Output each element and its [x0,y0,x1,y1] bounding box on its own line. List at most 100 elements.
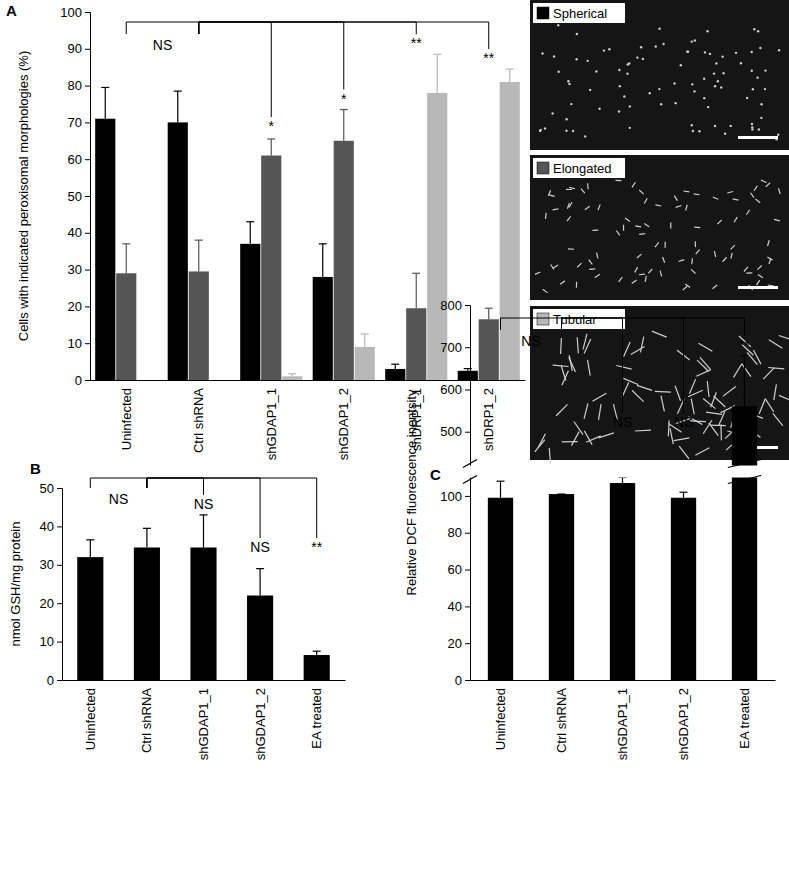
bar [282,376,302,380]
speck [571,432,579,446]
y-tick-label: 40 [40,519,54,534]
y-tick-mark [465,496,470,497]
speck [670,223,671,229]
y-tick-mark [85,49,90,50]
speck [624,342,631,357]
y-tick: 20 [448,636,470,651]
y-tick-label: 700 [440,340,462,355]
error-bar [741,356,749,407]
speck [545,213,547,219]
speck [566,189,572,190]
legend-swatch [537,7,549,19]
error-bar [497,481,505,498]
speck [733,364,741,378]
legend-backdrop [533,158,625,178]
speck [758,128,760,130]
speck [568,83,570,85]
y-axis-title: Cells with indicated peroxisomal morphol… [16,51,31,341]
speck [756,280,759,285]
speck [686,205,688,211]
y-tick-label: 80 [448,525,462,540]
y-axis-title: nmol GSH/mg protein [8,522,23,647]
speck [779,335,789,340]
error-bar-cap [174,91,182,92]
x-tick-label: shDRP1_2 [481,388,496,451]
speck [644,198,647,203]
y-axis-line [57,489,63,681]
speck [639,190,643,194]
legend-label: Elongated [553,161,612,176]
y-tick: 60 [448,562,470,577]
speck [674,438,690,441]
x-axis: UninfectedCtrl shRNAshGDAP1_1shGDAP1_2EA… [471,681,776,761]
speck [735,52,737,54]
speck [766,183,770,187]
speck [629,127,631,129]
speck [720,86,722,88]
error-bar-stem [744,356,745,407]
speck [567,80,569,82]
bracket-drop [198,22,199,34]
speck [584,431,592,445]
significance-label: NS [194,496,213,512]
speck [576,33,578,35]
error-bar [288,374,296,377]
speck [760,103,762,105]
speck [662,43,664,45]
figure: 0102030405060708090100UninfectedCtrl shR… [0,0,789,895]
error-bar-stem [126,244,127,273]
y-tick: 40 [448,599,470,614]
speck [549,448,550,464]
speck [535,440,545,452]
y-axis-title: Relative DCF fluorescence inentsity [404,389,419,595]
speck [752,88,754,90]
speck [676,205,682,207]
speck [623,225,624,231]
legend-label: Spherical [553,6,607,21]
bar [334,141,354,380]
speck [639,233,645,235]
speck [717,220,721,224]
speck [632,390,643,401]
bracket-drop [488,22,489,49]
speck [707,381,709,397]
error-bar [313,651,321,655]
speck [632,182,635,187]
x-tick-label: shGDAP1_1 [615,688,630,760]
error-bar-stem [395,364,396,369]
bracket-drop [198,22,199,34]
y-tick: 30 [68,262,90,277]
speck [717,80,719,82]
x-axis-line [471,680,776,681]
speck [718,411,724,426]
y-tick-label: 100 [440,489,462,504]
y-tick: 60 [68,152,90,167]
speck [544,127,546,129]
bracket-line [199,22,489,23]
error-bar-cap [680,492,688,493]
bracket-drop [203,478,204,495]
speck [631,346,645,354]
micrograph [530,155,789,300]
speck [618,69,620,71]
speck [668,420,670,436]
speck [712,285,717,289]
speck [691,83,693,85]
speck [698,130,700,132]
bracket-drop [416,22,417,34]
speck [561,365,566,380]
speck [565,129,567,131]
panel-label: B [30,460,41,477]
speck [706,30,708,32]
speck [569,357,576,372]
bar [610,483,635,680]
speck [640,46,642,48]
y-tick: 10 [68,336,90,351]
speck [636,56,638,58]
speck [635,267,638,272]
speck [570,103,572,105]
speck [619,277,623,282]
speck [746,210,749,215]
speck [695,241,697,247]
y-tick-mark [85,343,90,344]
